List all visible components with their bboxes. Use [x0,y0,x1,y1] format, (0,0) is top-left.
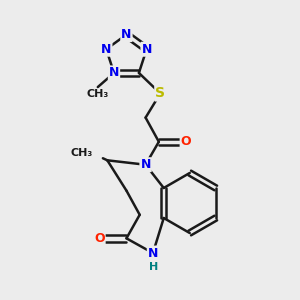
Text: N: N [148,247,158,260]
Text: N: N [109,66,119,80]
Text: N: N [140,158,151,171]
Text: S: S [155,86,165,100]
Text: H: H [149,262,158,272]
Text: N: N [101,43,112,56]
Text: CH₃: CH₃ [87,89,109,99]
Text: O: O [181,135,191,148]
Text: N: N [141,43,152,56]
Text: O: O [94,232,105,245]
Text: N: N [121,28,132,41]
Text: CH₃: CH₃ [70,148,93,158]
